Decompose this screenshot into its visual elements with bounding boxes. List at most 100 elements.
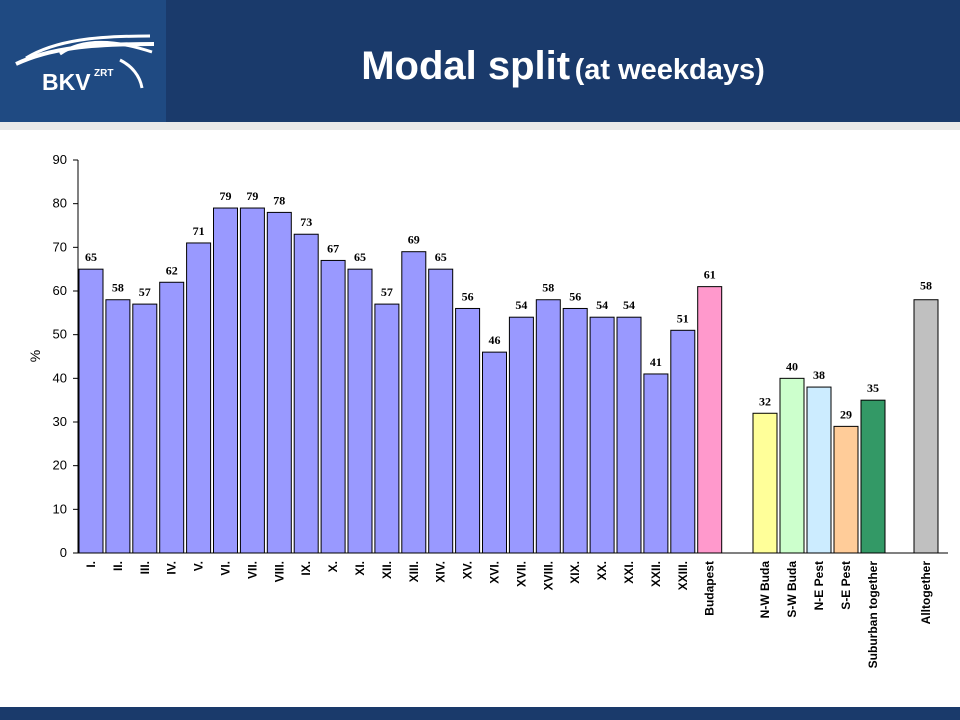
data-label-11: 65 xyxy=(354,250,366,264)
x-tick-label: IX. xyxy=(299,561,313,576)
data-label-17: 54 xyxy=(515,298,527,312)
title-subtitle: (at weekdays) xyxy=(574,54,765,86)
modal-split-bar-chart: 0 10 20 30 40 50 60 70 80 90 65 58 57 62 71 79 79 78 73 67… xyxy=(27,152,948,669)
data-label-15: 56 xyxy=(462,289,474,303)
y-tick-label: 50 xyxy=(53,327,67,342)
data-label-7: 79 xyxy=(246,189,258,203)
data-label-6: 79 xyxy=(220,189,232,203)
bar-7 xyxy=(239,207,265,554)
data-label-26: 40 xyxy=(786,359,798,373)
bar-4 xyxy=(159,281,185,554)
x-axis-labels: I. II. III. IV. V. VI. VII. VIII. IX. X. XI. XII. XI… xyxy=(84,561,933,669)
bar-21 xyxy=(616,316,642,554)
logo-text: BKV xyxy=(42,69,91,95)
bar-24 xyxy=(697,286,723,554)
x-tick-label: VIII. xyxy=(272,561,286,582)
data-label-27: 38 xyxy=(813,368,825,382)
bars xyxy=(78,207,939,554)
x-tick-label: V. xyxy=(192,561,206,571)
data-label-13: 69 xyxy=(408,233,420,247)
y-axis-label: % xyxy=(27,350,43,362)
bar-9 xyxy=(293,233,319,554)
bar-8 xyxy=(266,211,292,554)
x-tick-label: Suburban together xyxy=(866,561,880,669)
data-label-16: 46 xyxy=(489,333,501,347)
data-label-20: 54 xyxy=(596,298,608,312)
y-tick-label: 40 xyxy=(53,370,67,385)
data-label-12: 57 xyxy=(381,285,393,299)
y-tick-label: 70 xyxy=(53,239,67,254)
bar-23 xyxy=(670,329,696,554)
x-tick-label: S-E Pest xyxy=(839,561,853,610)
x-tick-label: N-W Buda xyxy=(758,561,772,619)
y-tick-label: 60 xyxy=(53,283,67,298)
value-labels: 65 58 57 62 71 79 79 78 73 67 65 57 69 65 56 46 54 58 56 54… xyxy=(85,189,932,421)
y-tick-label: 30 xyxy=(53,414,67,429)
data-label-1: 65 xyxy=(85,250,97,264)
bar-10 xyxy=(320,259,346,554)
x-tick-label: I. xyxy=(84,561,98,568)
bar-1 xyxy=(78,268,104,554)
y-tick-label: 90 xyxy=(53,152,67,167)
bkv-logo-icon: BKV ZRT xyxy=(15,34,155,95)
x-tick-label: XI. xyxy=(353,561,367,576)
data-label-3: 57 xyxy=(139,285,151,299)
y-tick-label: 80 xyxy=(53,196,67,211)
x-tick-label: XIII. xyxy=(407,561,421,582)
x-tick-label: XXI. xyxy=(622,561,636,584)
logo-subtext: ZRT xyxy=(94,68,113,79)
bar-5 xyxy=(186,242,212,554)
x-tick-label: III. xyxy=(138,561,152,574)
x-tick-label: XVII. xyxy=(514,561,528,587)
bar-2 xyxy=(105,299,131,554)
bar-14 xyxy=(428,268,454,554)
x-tick-label: Budapest xyxy=(703,561,717,616)
data-label-29: 35 xyxy=(867,381,879,395)
data-label-19: 56 xyxy=(569,289,581,303)
bar-25 xyxy=(752,412,778,554)
bar-29 xyxy=(860,399,886,554)
x-tick-label: IV. xyxy=(165,561,179,575)
bar-16 xyxy=(482,351,507,554)
x-tick-label: VI. xyxy=(219,561,233,576)
y-tick-label: 20 xyxy=(53,458,67,473)
bar-11 xyxy=(347,268,373,554)
data-label-9: 73 xyxy=(300,215,312,229)
x-tick-label: XXII. xyxy=(649,561,663,587)
data-label-8: 78 xyxy=(273,193,285,207)
x-tick-label: II. xyxy=(111,561,125,571)
bar-22 xyxy=(643,373,669,554)
data-label-14: 65 xyxy=(435,250,447,264)
x-tick-label: Alltogether xyxy=(919,561,933,625)
data-label-23: 51 xyxy=(677,311,689,325)
y-tick-label: 0 xyxy=(60,545,67,560)
x-tick-label: X. xyxy=(326,561,340,572)
bar-3 xyxy=(132,303,158,554)
data-label-22: 41 xyxy=(650,355,662,369)
bkv-logo: BKV ZRT xyxy=(0,0,166,122)
x-tick-label: N-E Pest xyxy=(812,561,826,610)
data-label-10: 67 xyxy=(327,241,339,255)
bar-19 xyxy=(562,307,588,554)
data-label-5: 71 xyxy=(193,224,205,238)
bar-28 xyxy=(833,425,859,554)
bar-17 xyxy=(508,316,534,554)
bar-30 xyxy=(913,299,939,554)
x-tick-label: XV. xyxy=(461,561,475,579)
data-label-30: 58 xyxy=(920,279,932,293)
bar-15 xyxy=(455,307,481,554)
data-label-25: 32 xyxy=(759,394,771,408)
data-label-2: 58 xyxy=(112,281,124,295)
x-tick-label: XIX. xyxy=(568,561,582,584)
x-tick-label: XIV. xyxy=(434,561,448,583)
data-label-18: 58 xyxy=(542,281,554,295)
bar-27 xyxy=(806,386,832,554)
y-tick-label: 10 xyxy=(53,501,67,516)
bar-13 xyxy=(401,251,427,554)
page-title: Modal split (at weekdays) xyxy=(166,44,960,89)
data-label-4: 62 xyxy=(166,263,178,277)
x-tick-label: S-W Buda xyxy=(785,561,799,618)
x-tick-label: XVI. xyxy=(488,561,502,584)
data-label-24: 61 xyxy=(704,268,716,282)
x-tick-label: XVIII. xyxy=(541,561,555,590)
